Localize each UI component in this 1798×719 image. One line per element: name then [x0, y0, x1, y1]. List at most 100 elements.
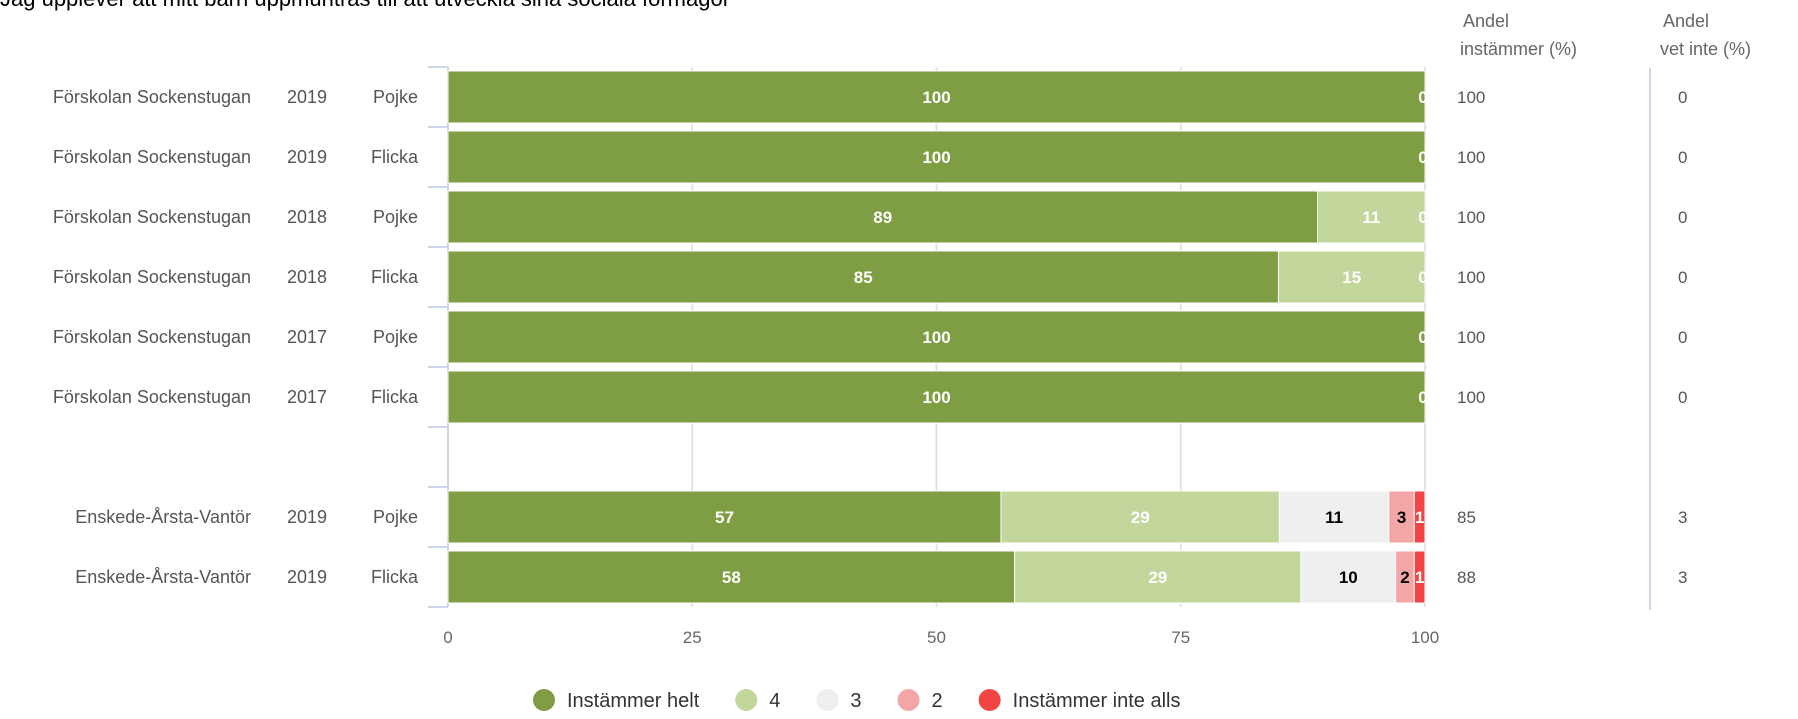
agree-value: 88 [1457, 568, 1476, 587]
legend-label: Instämmer helt [567, 690, 700, 712]
dontknow-value: 3 [1678, 508, 1687, 527]
bar-segment [1388, 490, 1415, 544]
data-label: 100 [922, 328, 950, 347]
data-label: 2 [1400, 568, 1409, 587]
bar-segment [447, 190, 1319, 244]
bar-row: Förskolan Sockenstugan 2018 Pojke 89 11 0 100 0 [53, 190, 1687, 244]
legend-label: 2 [932, 690, 943, 712]
row-unit-label: Förskolan Sockenstugan [53, 387, 251, 407]
dontknow-value: 0 [1678, 148, 1687, 167]
data-label: 100 [922, 88, 950, 107]
dontknow-value: 0 [1678, 328, 1687, 347]
agree-value: 100 [1457, 388, 1485, 407]
header-agree-line1: Andel [1463, 11, 1509, 31]
data-label: 85 [854, 268, 873, 287]
row-unit-label: Förskolan Sockenstugan [53, 87, 251, 107]
row-year-label: 2019 [287, 507, 327, 527]
data-label: 0 [1418, 88, 1427, 107]
legend-marker [978, 689, 1001, 711]
chart-title: Jag upplever att mitt barn uppmuntras ti… [0, 0, 730, 11]
row-year-label: 2017 [287, 327, 327, 347]
bar-segment [447, 490, 1002, 544]
bar-row: Förskolan Sockenstugan 2017 Pojke 100 0 100 0 [53, 310, 1687, 364]
row-unit-label: Förskolan Sockenstugan [53, 147, 251, 167]
data-label: 58 [722, 568, 741, 587]
header-dontknow-line2: vet inte (%) [1660, 39, 1751, 59]
data-label: 100 [922, 148, 950, 167]
bar-segment [447, 250, 1279, 304]
bar-segment [1317, 190, 1426, 244]
bar-segment [1413, 490, 1426, 544]
bar-segment [447, 550, 1016, 604]
agree-value: 100 [1457, 328, 1485, 347]
x-axis-ticks: 0 25 50 75 100 [443, 628, 1439, 647]
legend-item: 4 [735, 689, 780, 712]
bar-segment [1000, 490, 1280, 544]
x-tick-label: 100 [1411, 628, 1439, 647]
data-label: 0 [1418, 208, 1427, 227]
legend: Instämmer helt 4 3 2 Instämmer inte alls [533, 689, 1180, 712]
bar-row: Förskolan Sockenstugan 2018 Flicka 85 15 0 100… [53, 250, 1687, 304]
x-tick-label: 50 [927, 628, 946, 647]
data-label: 100 [922, 388, 950, 407]
data-label: 0 [1418, 268, 1427, 287]
data-label: 0 [1418, 388, 1427, 407]
data-label: 10 [1339, 568, 1358, 587]
bar-row: Förskolan Sockenstugan 2019 Flicka 100 0 100 0 [53, 130, 1687, 184]
row-gender-label: Flicka [371, 387, 419, 407]
row-unit-label: Enskede-Årsta-Vantör [75, 507, 251, 527]
dontknow-value: 0 [1678, 208, 1687, 227]
dontknow-value: 0 [1678, 268, 1687, 287]
bar-segment [447, 70, 1426, 124]
legend-marker [735, 689, 758, 711]
row-unit-label: Enskede-Årsta-Vantör [75, 567, 251, 587]
bar-row: Enskede-Årsta-Vantör 2019 Pojke 57 29 11 3 1 85 3 [75, 490, 1687, 544]
row-year-label: 2019 [287, 147, 327, 167]
data-label: 3 [1397, 508, 1406, 527]
agree-value: 100 [1457, 88, 1485, 107]
legend-label: Instämmer inte alls [1013, 690, 1181, 712]
data-label: 0 [1418, 148, 1427, 167]
bar-row: Enskede-Årsta-Vantör 2019 Flicka 58 29 10 2 1 88… [75, 550, 1687, 604]
bar-segment [1277, 250, 1426, 304]
legend-label: 3 [850, 690, 861, 712]
bar-segment [1278, 490, 1390, 544]
row-unit-label: Förskolan Sockenstugan [53, 327, 251, 347]
row-unit-label: Förskolan Sockenstugan [53, 207, 251, 227]
row-year-label: 2017 [287, 387, 327, 407]
bar-segment [1300, 550, 1397, 604]
legend-marker [533, 689, 555, 711]
row-gender-label: Pojke [373, 507, 418, 527]
data-label: 11 [1325, 508, 1343, 527]
dontknow-value: 0 [1678, 88, 1687, 107]
dontknow-value: 0 [1678, 388, 1687, 407]
row-unit-label: Förskolan Sockenstugan [53, 267, 251, 287]
row-gender-label: Flicka [371, 567, 419, 587]
agree-value: 85 [1457, 508, 1476, 527]
legend-marker [816, 689, 839, 711]
legend-item: Instämmer inte alls [978, 689, 1181, 712]
data-label: 57 [715, 508, 734, 527]
bar-row: Förskolan Sockenstugan 2017 Flicka 100 0 100 0 [53, 370, 1687, 424]
row-gender-label: Pojke [373, 327, 418, 347]
x-tick-label: 0 [443, 628, 452, 647]
legend-item: Instämmer helt [533, 689, 700, 712]
data-label: 15 [1342, 268, 1361, 287]
row-gender-label: Flicka [371, 147, 419, 167]
bar-row: Förskolan Sockenstugan 2019 Pojke 100 0 100 0 [53, 70, 1687, 124]
legend-marker [897, 689, 920, 711]
agree-value: 100 [1457, 148, 1485, 167]
data-label: 11 [1362, 208, 1380, 227]
row-year-label: 2019 [287, 87, 327, 107]
dontknow-value: 3 [1678, 568, 1687, 587]
legend-item: 3 [816, 689, 862, 712]
legend-item: 2 [897, 689, 943, 712]
header-agree-line2: instämmer (%) [1460, 39, 1577, 59]
row-gender-label: Flicka [371, 267, 419, 287]
bar-segment [1413, 550, 1426, 604]
row-year-label: 2018 [287, 207, 327, 227]
x-tick-label: 75 [1171, 628, 1190, 647]
bar-segment [447, 310, 1426, 364]
agree-value: 100 [1457, 208, 1485, 227]
